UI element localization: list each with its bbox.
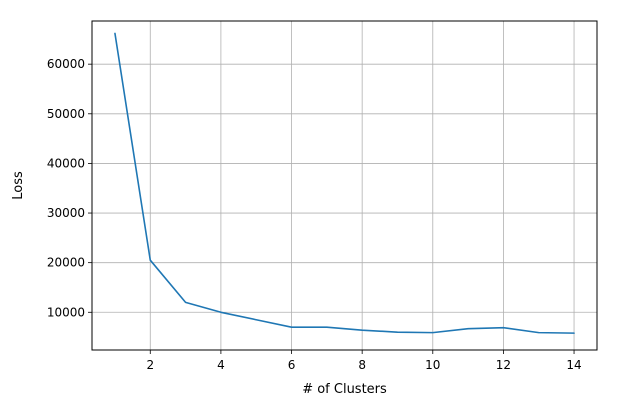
axis-ticks: 2 4 6 8 10 12 14 10000 20000 30000 40000 50000 60000 <box>47 57 582 372</box>
x-tick-label: 4 <box>217 358 225 372</box>
series-layer <box>114 32 575 334</box>
plot-frame <box>91 20 598 351</box>
y-tick-label: 20000 <box>47 256 85 270</box>
x-tick-label: 2 <box>146 358 154 372</box>
y-tick-label: 10000 <box>47 305 85 319</box>
x-tick-label: 14 <box>566 358 581 372</box>
x-axis-label: # of Clusters <box>302 382 387 397</box>
y-axis-label: Loss <box>11 171 26 200</box>
x-tick-label: 10 <box>425 358 440 372</box>
y-tick-label: 40000 <box>47 156 85 170</box>
x-tick-label: 12 <box>496 358 511 372</box>
grid <box>92 21 597 350</box>
loss-series-line <box>114 32 575 334</box>
x-tick-label: 6 <box>288 358 296 372</box>
x-tick-label: 8 <box>358 358 366 372</box>
y-tick-label: 60000 <box>47 57 85 71</box>
y-tick-label: 30000 <box>47 206 85 220</box>
y-tick-label: 50000 <box>47 107 85 121</box>
